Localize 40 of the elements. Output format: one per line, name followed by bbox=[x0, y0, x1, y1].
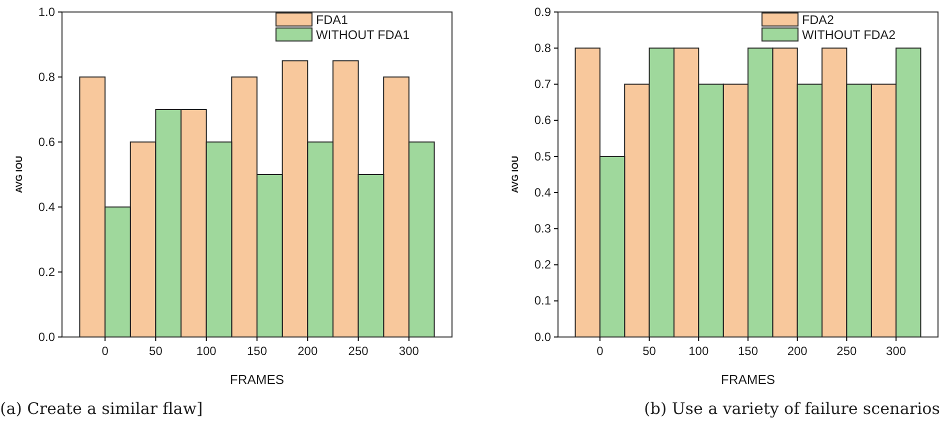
y-tick-label: 0.2 bbox=[38, 264, 56, 279]
y-axis-title: AVG IOU bbox=[510, 156, 520, 194]
y-tick-label: 0.8 bbox=[534, 40, 552, 55]
legend-label: FDA2 bbox=[802, 13, 834, 27]
y-tick-label: 0.8 bbox=[38, 70, 56, 84]
x-tick-label: 250 bbox=[836, 344, 858, 358]
x-tick-label: 150 bbox=[246, 344, 268, 358]
x-axis-title: FRAMES bbox=[720, 372, 776, 387]
text: (a) Create a similar flaw] bbox=[0, 399, 203, 418]
x-tick-label: 50 bbox=[149, 344, 163, 358]
x-tick-label: 300 bbox=[398, 344, 420, 358]
y-tick-label: 0.9 bbox=[534, 4, 552, 19]
y-tick-label: 0.1 bbox=[534, 294, 552, 308]
x-tick-label: 200 bbox=[787, 344, 808, 358]
y-axis-title: AVG IOU bbox=[14, 156, 24, 194]
y-tick-label: 0.0 bbox=[534, 330, 552, 344]
x-tick-label: 100 bbox=[688, 344, 709, 358]
y-tick-label: 1.0 bbox=[38, 4, 56, 19]
x-tick-label: 50 bbox=[642, 344, 656, 358]
x-tick-label: 150 bbox=[738, 344, 758, 358]
legend-label: FDA1 bbox=[316, 13, 348, 27]
legend-label: WITHOUT FDA2 bbox=[802, 28, 896, 42]
x-axis-title: FRAMES bbox=[230, 372, 284, 387]
y-tick-label: 0.6 bbox=[534, 113, 552, 128]
x-tick-label: 0 bbox=[102, 344, 109, 358]
y-tick-label: 0.4 bbox=[534, 185, 552, 200]
text: (b) Use a variety of failure scenarios bbox=[644, 399, 940, 418]
x-tick-label: 200 bbox=[298, 344, 318, 358]
y-tick-label: 0.4 bbox=[38, 200, 56, 214]
y-tick-label: 0.2 bbox=[534, 258, 552, 272]
x-tick-label: 0 bbox=[596, 344, 604, 358]
y-tick-label: 0.5 bbox=[534, 149, 552, 164]
legend-label: WITHOUT FDA1 bbox=[316, 28, 410, 42]
y-tick-label: 0.3 bbox=[534, 222, 552, 236]
x-tick-label: 250 bbox=[348, 344, 369, 358]
x-tick-label: 300 bbox=[886, 344, 906, 358]
y-tick-label: 0.0 bbox=[38, 330, 56, 344]
x-tick-label: 100 bbox=[196, 344, 217, 358]
y-tick-label: 0.6 bbox=[38, 134, 56, 149]
y-tick-label: 0.7 bbox=[534, 77, 552, 92]
